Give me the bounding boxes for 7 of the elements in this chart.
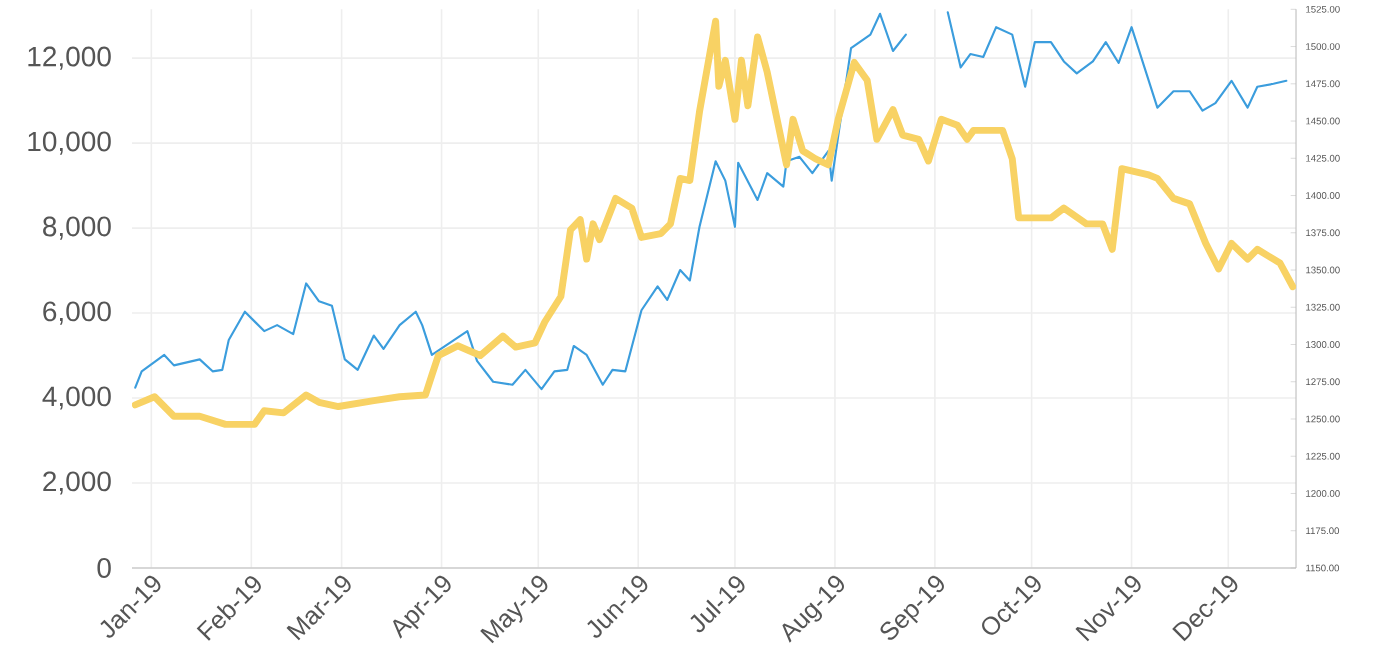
y-tick-label: 8,000 bbox=[43, 216, 111, 240]
y-tick-label: 4,000 bbox=[42, 386, 111, 410]
y-tick-label: 0 bbox=[97, 558, 111, 578]
y-tick-label: 12,000 bbox=[28, 46, 111, 70]
y-tick-label: 6,000 bbox=[43, 301, 111, 325]
y-tick-label: 10,000 bbox=[28, 131, 111, 155]
y-tick-label: 2,000 bbox=[43, 471, 111, 495]
